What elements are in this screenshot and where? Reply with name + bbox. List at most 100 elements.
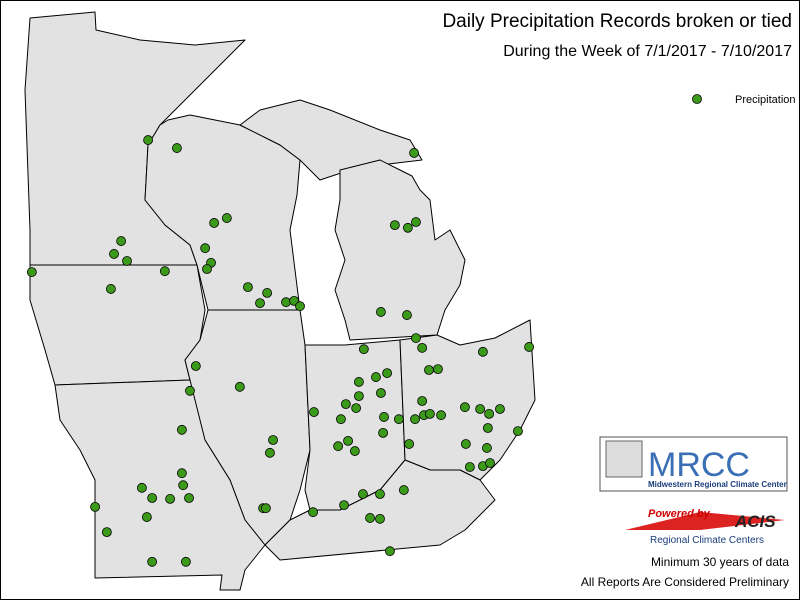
record-point <box>475 404 486 414</box>
record-point <box>433 364 443 375</box>
mrcc-logo: MRCC Midwestern Regional Climate Center <box>599 436 788 492</box>
record-point <box>159 266 170 277</box>
record-point <box>436 410 446 421</box>
record-point <box>409 148 419 158</box>
record-point <box>101 527 112 538</box>
record-point <box>378 427 388 438</box>
record-point <box>309 407 319 417</box>
record-point <box>485 458 495 468</box>
record-point <box>147 556 158 567</box>
record-point <box>460 402 470 413</box>
title: Daily Precipitation Records broken or ti… <box>442 11 792 32</box>
record-point <box>375 489 385 499</box>
record-point <box>389 220 400 231</box>
record-point <box>398 485 409 495</box>
record-point <box>354 391 364 402</box>
record-point <box>358 489 368 499</box>
acis-logo: Powered by ACIS Regional Climate Centers <box>625 508 785 546</box>
footnote: Minimum 30 years of data <box>651 555 789 569</box>
record-point <box>382 368 393 378</box>
record-point <box>109 249 119 259</box>
record-point <box>90 501 100 512</box>
logo-map <box>605 440 643 478</box>
record-point <box>202 264 212 274</box>
record-point <box>482 443 492 453</box>
missouri <box>54 379 266 591</box>
points <box>26 135 534 567</box>
record-point <box>375 513 385 524</box>
record-point <box>371 372 381 382</box>
record-point <box>190 361 201 371</box>
record-point <box>185 385 195 396</box>
record-point <box>106 284 116 294</box>
record-point <box>181 556 191 567</box>
record-point <box>478 346 488 357</box>
record-point <box>141 512 152 522</box>
record-point <box>209 218 220 228</box>
record-point <box>122 256 132 266</box>
record-point <box>234 381 245 392</box>
record-point <box>482 423 493 433</box>
record-point <box>339 500 349 511</box>
logo-text: MRCC <box>648 446 750 484</box>
record-point <box>265 447 275 458</box>
upper-michigan <box>239 99 423 181</box>
record-point <box>376 388 386 398</box>
acis-text: ACIS <box>734 512 776 531</box>
record-point <box>495 404 505 414</box>
record-point <box>513 426 523 437</box>
wisconsin <box>144 114 301 311</box>
record-point <box>147 493 158 503</box>
legend-marker <box>692 94 702 104</box>
acis-subtext: Regional Climate Centers <box>650 535 764 546</box>
iowa <box>29 264 206 386</box>
logo-subtext: Midwestern Regional Climate Center <box>648 480 787 489</box>
states <box>24 11 536 591</box>
record-point <box>464 462 475 472</box>
record-point <box>379 412 389 422</box>
record-point <box>393 414 404 425</box>
record-point <box>308 507 318 518</box>
record-point <box>417 396 428 406</box>
record-point <box>404 439 415 449</box>
subtitle: During the Week of 7/1/2017 - 7/10/2017 <box>503 43 792 60</box>
record-point <box>221 213 232 223</box>
record-point <box>336 414 346 425</box>
record-point <box>281 297 291 308</box>
record-point <box>165 494 176 504</box>
record-point <box>200 243 211 254</box>
record-point <box>184 493 194 503</box>
record-point <box>349 446 360 456</box>
record-point <box>411 217 421 227</box>
record-point <box>176 424 187 435</box>
record-point <box>262 288 273 298</box>
record-point <box>255 298 265 308</box>
record-point <box>484 408 495 419</box>
record-point <box>176 468 187 479</box>
record-point <box>333 441 344 452</box>
record-point <box>26 267 37 277</box>
record-point <box>460 439 471 449</box>
record-point <box>172 143 182 153</box>
record-point <box>295 301 305 312</box>
record-point <box>424 365 434 375</box>
record-point <box>178 480 189 491</box>
record-point <box>365 513 375 523</box>
record-point <box>385 546 395 557</box>
record-point <box>524 342 534 352</box>
record-point <box>376 307 386 317</box>
record-point <box>402 222 413 233</box>
record-point <box>402 310 412 320</box>
record-point <box>343 435 353 446</box>
lower-michigan <box>334 159 466 341</box>
record-point <box>116 236 127 246</box>
record-point <box>137 482 147 493</box>
record-point <box>411 333 421 343</box>
record-point <box>351 403 362 413</box>
record-point <box>354 377 364 387</box>
record-point <box>243 282 253 293</box>
footnote: All Reports Are Considered Preliminary <box>581 575 789 589</box>
record-point <box>143 135 154 145</box>
powered-by: Powered by <box>648 508 711 520</box>
